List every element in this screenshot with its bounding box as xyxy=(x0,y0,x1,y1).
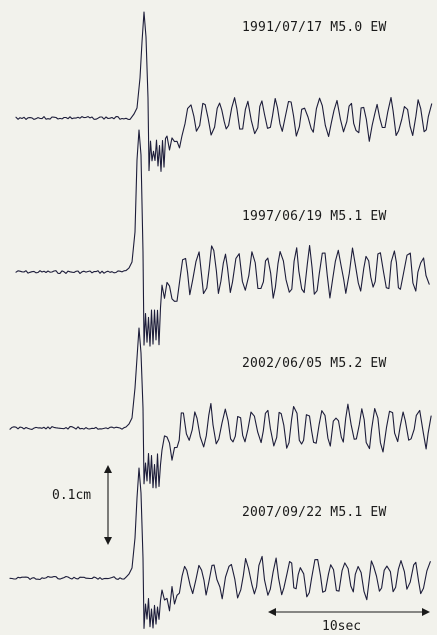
trace-label-1997: 1997/06/19 M5.1 EW xyxy=(242,209,386,224)
trace-label-2007: 2007/09/22 M5.1 EW xyxy=(242,505,386,520)
amplitude-scale-label: 0.1cm xyxy=(52,488,91,503)
trace-label-2002: 2002/06/05 M5.2 EW xyxy=(242,356,386,371)
amplitude-scale-bar xyxy=(104,465,112,545)
waveform-2002 xyxy=(9,327,432,489)
time-scale-bar xyxy=(268,608,430,616)
waveform-1997 xyxy=(15,129,430,347)
trace-label-1991: 1991/07/17 M5.0 EW xyxy=(242,20,386,35)
waveform-1991 xyxy=(15,11,433,172)
time-scale-label: 10sec xyxy=(322,619,361,634)
waveform-2007 xyxy=(9,467,431,629)
